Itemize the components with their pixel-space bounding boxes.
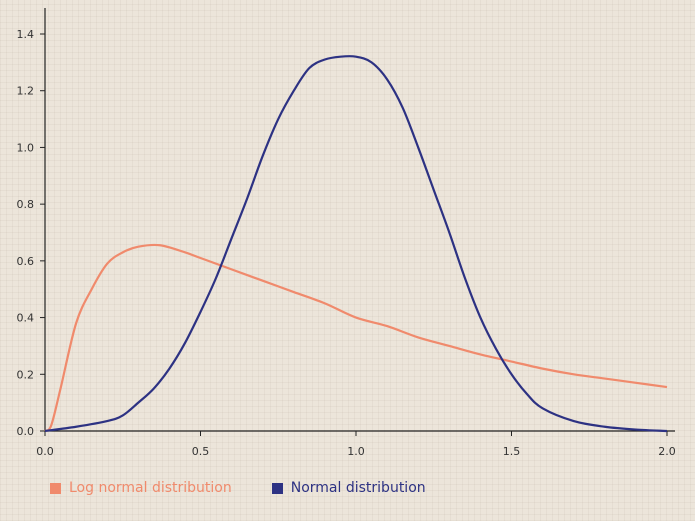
legend-swatch-log-normal	[50, 482, 61, 494]
x-axis-ticks: 0.0 0.5 1.0 1.5 2.0	[36, 431, 676, 458]
legend: Log normal distribution Normal distribut…	[50, 480, 466, 496]
y-tick-label: 1.0	[17, 141, 35, 154]
x-tick-label: 0.0	[36, 445, 54, 458]
legend-swatch-normal	[271, 482, 283, 494]
legend-item-normal: Normal distribution	[271, 480, 426, 496]
legend-label-log-normal: Log normal distribution	[69, 480, 232, 496]
y-tick-label: 1.2	[17, 85, 35, 98]
legend-label-normal: Normal distribution	[290, 480, 426, 496]
y-tick-label: 0.8	[17, 198, 35, 211]
axes	[44, 8, 675, 432]
series-line-log-normal	[44, 243, 668, 432]
x-tick-label: 1.0	[347, 445, 365, 458]
series-lines	[44, 55, 668, 433]
y-axis-ticks: 0.0 0.2 0.4 0.6 0.8 1.0 1.2 1.4	[17, 28, 45, 438]
x-tick-label: 1.5	[503, 445, 521, 458]
series-line-normal	[44, 55, 668, 433]
y-tick-label: 0.2	[17, 368, 35, 381]
legend-item-log-normal: Log normal distribution	[50, 480, 232, 496]
y-tick-label: 1.4	[17, 28, 35, 41]
y-tick-label: 0.0	[17, 425, 35, 438]
x-tick-label: 0.5	[192, 445, 210, 458]
x-tick-label: 2.0	[658, 445, 676, 458]
y-tick-label: 0.6	[17, 255, 35, 268]
y-tick-label: 0.4	[17, 312, 35, 325]
